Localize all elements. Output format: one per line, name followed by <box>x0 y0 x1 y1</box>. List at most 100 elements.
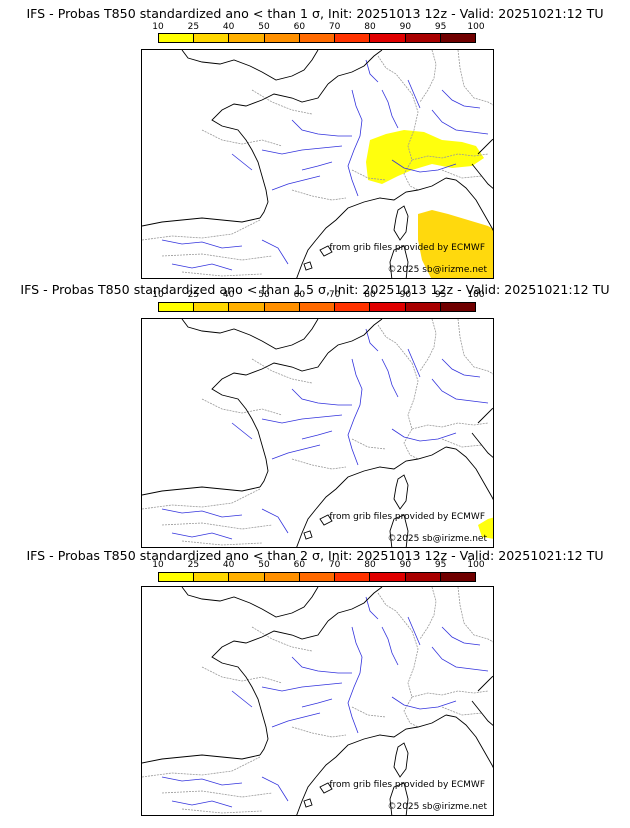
color-scale-swatch <box>194 573 230 581</box>
map-frame: from grib files provided by ECMWF ©2025 … <box>141 318 494 548</box>
color-scale-tick-label: 50 <box>258 560 270 570</box>
coastline <box>296 776 317 815</box>
admin-border <box>377 592 413 632</box>
map-svg <box>142 587 493 815</box>
river <box>431 646 489 672</box>
admin-border <box>291 458 347 470</box>
admin-border <box>411 422 489 430</box>
coastline <box>211 620 329 756</box>
admin-border <box>411 690 489 698</box>
river <box>347 358 363 466</box>
color-scale-swatch <box>299 303 336 311</box>
coastline <box>445 446 493 501</box>
color-scale-tick-label: 90 <box>399 560 412 570</box>
color-scale-tick-label: 95 <box>434 560 447 570</box>
color-scale-swatch <box>405 34 441 42</box>
admin-border <box>201 398 283 416</box>
admin-border <box>403 630 419 728</box>
river <box>301 430 333 440</box>
admin-border <box>161 790 273 798</box>
color-scale-tick-label: 95 <box>434 290 447 300</box>
color-scale-swatch <box>370 303 406 311</box>
color-scale-swatch <box>194 34 230 42</box>
river <box>381 89 399 129</box>
coastline <box>296 239 317 278</box>
coastline <box>303 261 313 271</box>
river <box>171 532 233 540</box>
river <box>391 696 457 710</box>
panel-title: IFS - Probas T850 standardized ano < tha… <box>26 548 604 563</box>
coastline <box>477 407 493 424</box>
color-scale-tick-label: 50 <box>258 290 270 300</box>
map-panel-1: IFS - Probas T850 standardized ano < tha… <box>0 0 630 279</box>
coastline <box>389 782 409 815</box>
color-scale-bar <box>158 33 476 43</box>
admin-border <box>419 50 437 103</box>
color-scale-swatch <box>264 34 300 42</box>
color-scale-swatch <box>370 34 406 42</box>
map-frame: from grib files provided by ECMWF ©2025 … <box>141 586 494 816</box>
color-scale-tick-label: 10 <box>152 22 164 32</box>
color-scale-tick-label: 60 <box>293 22 306 32</box>
admin-border <box>181 808 263 814</box>
coastline <box>327 587 383 622</box>
copyright-credit: ©2025 sb@irizme.net <box>387 534 487 544</box>
probability-area <box>478 517 493 539</box>
grib-credit: from grib files provided by ECMWF <box>329 243 485 253</box>
admin-border <box>201 129 283 147</box>
river <box>391 428 457 442</box>
color-scale-bar <box>158 302 476 312</box>
river <box>301 161 333 171</box>
river <box>407 616 421 646</box>
color-scale-tick-label: 90 <box>399 22 412 32</box>
color-scale-swatch <box>370 573 406 581</box>
color-scale-swatch <box>440 303 475 311</box>
map-frame: from grib files provided by ECMWF ©2025 … <box>141 49 494 279</box>
admin-border <box>441 438 483 448</box>
color-scale-swatch <box>335 34 371 42</box>
admin-border <box>251 358 313 384</box>
color-scale-tick-label: 100 <box>467 560 485 570</box>
coastline <box>477 138 493 155</box>
admin-border <box>377 324 413 364</box>
map-panel-2: IFS - Probas T850 standardized ano < tha… <box>0 272 630 548</box>
coastline <box>315 177 447 241</box>
river <box>261 508 289 534</box>
color-scale-swatch <box>194 303 230 311</box>
river <box>271 712 321 728</box>
coastline <box>211 83 329 219</box>
admin-border <box>457 587 493 643</box>
coastline <box>393 742 409 778</box>
river <box>441 358 481 378</box>
color-scale-tick-label: 10 <box>152 290 164 300</box>
panel-title: IFS - Probas T850 standardized ano < tha… <box>26 6 604 21</box>
admin-border <box>351 438 387 450</box>
river <box>441 626 481 646</box>
color-scale-tick-label: 10 <box>152 560 164 570</box>
river <box>431 378 489 404</box>
coastline <box>393 474 409 510</box>
coastline <box>471 163 493 189</box>
color-scale-labels: 10 25 40 50 60 70 80 90 95 100 <box>152 560 484 570</box>
copyright-credit: ©2025 sb@irizme.net <box>387 265 487 275</box>
river <box>261 239 289 265</box>
admin-border <box>161 253 273 261</box>
coastline <box>393 205 409 241</box>
admin-border <box>441 706 483 716</box>
color-scale-swatch <box>159 573 195 581</box>
grib-credit: from grib files provided by ECMWF <box>329 780 485 790</box>
river <box>291 119 352 137</box>
map-svg <box>142 319 493 547</box>
color-scale-swatch <box>335 573 371 581</box>
probability-area <box>418 210 493 278</box>
admin-border <box>351 706 387 718</box>
panel-title: IFS - Probas T850 standardized ano < tha… <box>20 282 610 297</box>
color-scale-tick-label: 80 <box>364 290 376 300</box>
color-scale-swatch <box>159 34 195 42</box>
admin-border <box>251 89 313 115</box>
river <box>441 89 481 109</box>
coastline <box>471 700 493 726</box>
river <box>291 656 352 674</box>
color-scale-labels: 10 25 40 50 60 70 80 90 95 100 <box>152 290 484 300</box>
color-scale-swatch <box>159 303 195 311</box>
